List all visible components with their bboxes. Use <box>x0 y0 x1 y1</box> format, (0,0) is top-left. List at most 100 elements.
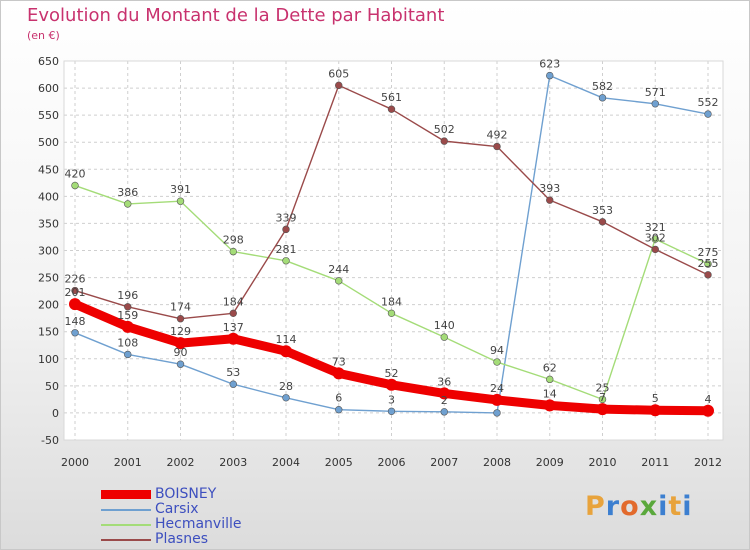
data-point-carsix <box>493 409 501 417</box>
legend-label-boisney: BOISNEY <box>155 486 217 502</box>
data-label: 90 <box>174 346 188 359</box>
legend-swatch-plasnes <box>101 538 151 541</box>
chart-title: Evolution du Montant de la Dette par Hab… <box>27 5 445 26</box>
y-tick-label: 500 <box>38 136 59 149</box>
data-point-carsix <box>704 110 712 118</box>
data-point-plasnes <box>704 271 712 279</box>
data-point-boisney <box>649 404 662 417</box>
legend-label-carsix: Carsix <box>155 501 199 517</box>
data-point-boisney <box>385 378 398 391</box>
y-tick-label: 400 <box>38 190 59 203</box>
data-point-boisney <box>174 337 187 350</box>
x-tick-label: 2007 <box>430 456 458 469</box>
data-label: 255 <box>698 257 719 270</box>
data-point-carsix <box>282 394 290 402</box>
x-tick-label: 2009 <box>536 456 564 469</box>
data-label: 393 <box>539 182 560 195</box>
data-point-plasnes <box>335 81 343 90</box>
proxiti-logo: Proxiti <box>585 491 693 522</box>
data-point-hecmanville <box>546 375 554 384</box>
y-tick-label: 650 <box>38 55 59 68</box>
logo-letter: r <box>605 491 621 522</box>
data-label: 73 <box>332 355 346 368</box>
data-point-boisney <box>121 320 134 333</box>
data-point-plasnes <box>282 225 290 234</box>
data-point-hecmanville <box>335 277 343 285</box>
data-label: 321 <box>645 221 666 234</box>
data-label: 4 <box>705 393 712 406</box>
data-label: 420 <box>65 168 86 181</box>
data-label: 62 <box>543 361 557 374</box>
data-label: 129 <box>170 325 191 338</box>
data-point-plasnes <box>176 315 185 323</box>
data-label: 201 <box>65 286 86 299</box>
data-point-boisney <box>596 403 609 416</box>
data-point-hecmanville <box>71 181 79 190</box>
y-tick-label: 350 <box>38 217 59 230</box>
data-point-hecmanville <box>493 358 501 366</box>
data-label: 14 <box>543 387 557 400</box>
data-label: 386 <box>117 186 138 199</box>
y-tick-label: 50 <box>45 380 59 393</box>
legend-swatch-boisney <box>101 490 151 499</box>
data-point-carsix <box>71 329 79 337</box>
data-label: 184 <box>223 295 244 308</box>
y-tick-label: -50 <box>41 434 59 447</box>
data-label: 605 <box>328 67 349 80</box>
data-label: 2 <box>441 394 448 407</box>
data-point-plasnes <box>440 137 448 145</box>
data-label: 174 <box>170 301 191 314</box>
y-tick-label: 200 <box>38 299 59 312</box>
x-tick-label: 2006 <box>378 456 406 469</box>
data-point-carsix <box>387 407 396 416</box>
data-label: 623 <box>539 58 560 71</box>
data-label: 298 <box>223 234 244 247</box>
data-point-hecmanville <box>598 395 607 404</box>
legend-label-hecmanville: Hecmanville <box>155 516 242 532</box>
data-point-boisney <box>280 345 292 358</box>
logo-letter: x <box>639 491 659 522</box>
data-point-boisney <box>69 298 81 311</box>
data-label: 561 <box>381 91 402 104</box>
data-label: 6 <box>335 392 342 405</box>
data-label: 391 <box>170 183 191 196</box>
logo-letter: i <box>682 491 693 522</box>
y-tick-label: 300 <box>38 245 59 258</box>
data-label: 275 <box>698 246 719 259</box>
data-label: 148 <box>65 315 86 328</box>
logo-letter: P <box>585 491 606 522</box>
data-point-hecmanville <box>176 197 185 205</box>
data-label: 108 <box>117 336 138 349</box>
logo-letter: t <box>668 491 683 522</box>
data-label: 53 <box>226 366 240 379</box>
x-tick-label: 2008 <box>483 456 511 469</box>
data-label: 5 <box>652 392 659 405</box>
data-label: 159 <box>117 309 138 322</box>
plot-border <box>63 60 724 441</box>
data-point-boisney <box>438 387 451 400</box>
legend-item-carsix: Carsix <box>101 502 242 517</box>
x-tick-label: 2005 <box>325 456 353 469</box>
data-label: 502 <box>434 123 455 136</box>
data-label: 339 <box>276 211 297 224</box>
data-point-hecmanville <box>440 333 448 341</box>
data-label: 24 <box>490 382 504 395</box>
data-point-carsix <box>124 350 132 359</box>
data-point-carsix <box>651 100 659 108</box>
data-label: 137 <box>223 321 244 334</box>
data-label: 571 <box>645 86 666 99</box>
data-point-hecmanville <box>229 247 237 256</box>
y-tick-label: 600 <box>38 82 59 95</box>
data-point-carsix <box>335 405 343 414</box>
x-tick-label: 2004 <box>272 456 300 469</box>
x-tick-label: 2002 <box>167 456 195 469</box>
data-label: 36 <box>437 375 451 388</box>
data-label: 226 <box>65 273 86 286</box>
data-point-plasnes <box>598 218 607 226</box>
data-point-hecmanville <box>704 260 712 268</box>
y-tick-label: 250 <box>38 272 59 285</box>
data-label: 196 <box>117 289 138 302</box>
chart-unit: (en €) <box>27 29 60 42</box>
